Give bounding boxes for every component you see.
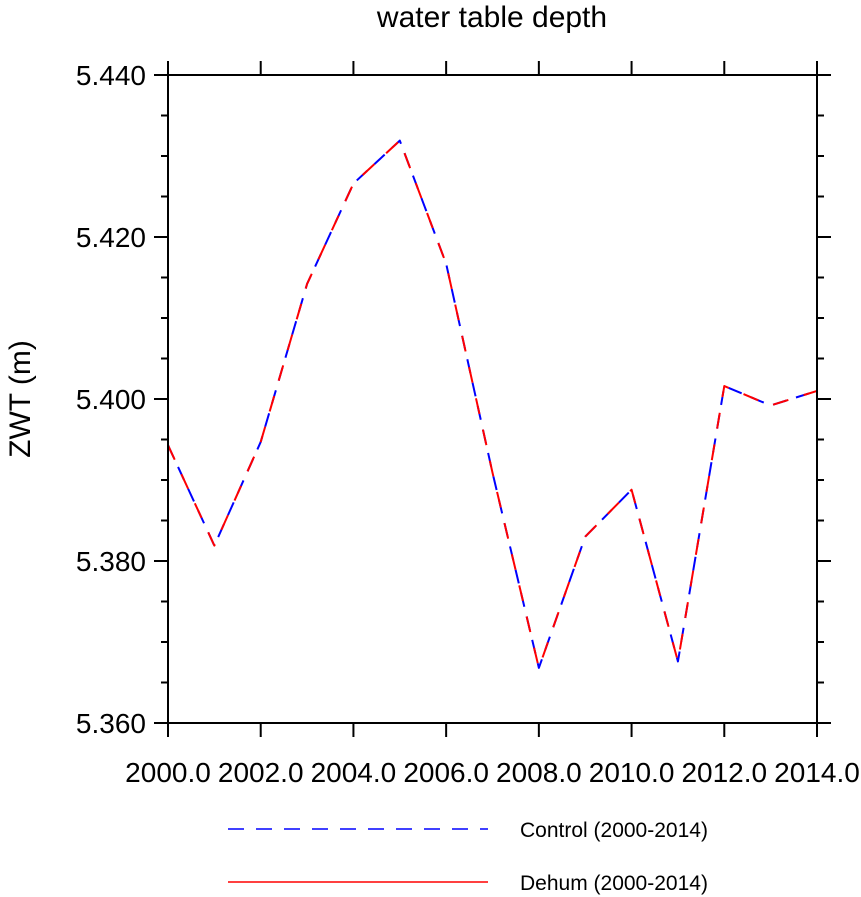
y-tick-label: 5.380: [76, 546, 146, 577]
chart-title: water table depth: [376, 1, 607, 34]
plot-lines: [167, 139, 818, 669]
x-tick-labels: 2000.0 2002.0 2004.0 2006.0 2008.0 2010.0 2012…: [125, 757, 860, 788]
y-axis-label: ZWT (m): [4, 340, 37, 458]
x-tick-label: 2010.0: [589, 757, 675, 788]
legend: Control (2000-2014) Dehum (2000-2014): [228, 819, 708, 895]
legend-label: Dehum (2000-2014): [520, 872, 708, 895]
plot-frame: [167, 74, 818, 724]
y-tick-labels: 5.360 5.380 5.400 5.420 5.440: [76, 60, 146, 739]
x-tick-label: 2008.0: [496, 757, 582, 788]
x-tick-label: 2006.0: [403, 757, 489, 788]
series-line-0: [167, 139, 818, 669]
y-tick-label: 5.440: [76, 60, 146, 91]
y-tick-label: 5.360: [76, 708, 146, 739]
x-tick-label: 2000.0: [125, 757, 211, 788]
axis-ticks: [154, 61, 831, 737]
x-tick-label: 2012.0: [681, 757, 767, 788]
x-tick-label: 2014.0: [774, 757, 860, 788]
y-tick-label: 5.400: [76, 384, 146, 415]
x-tick-label: 2004.0: [311, 757, 397, 788]
x-tick-label: 2002.0: [218, 757, 304, 788]
legend-label: Control (2000-2014): [520, 819, 708, 842]
series-line-1: [167, 139, 818, 669]
y-tick-label: 5.420: [76, 222, 146, 253]
